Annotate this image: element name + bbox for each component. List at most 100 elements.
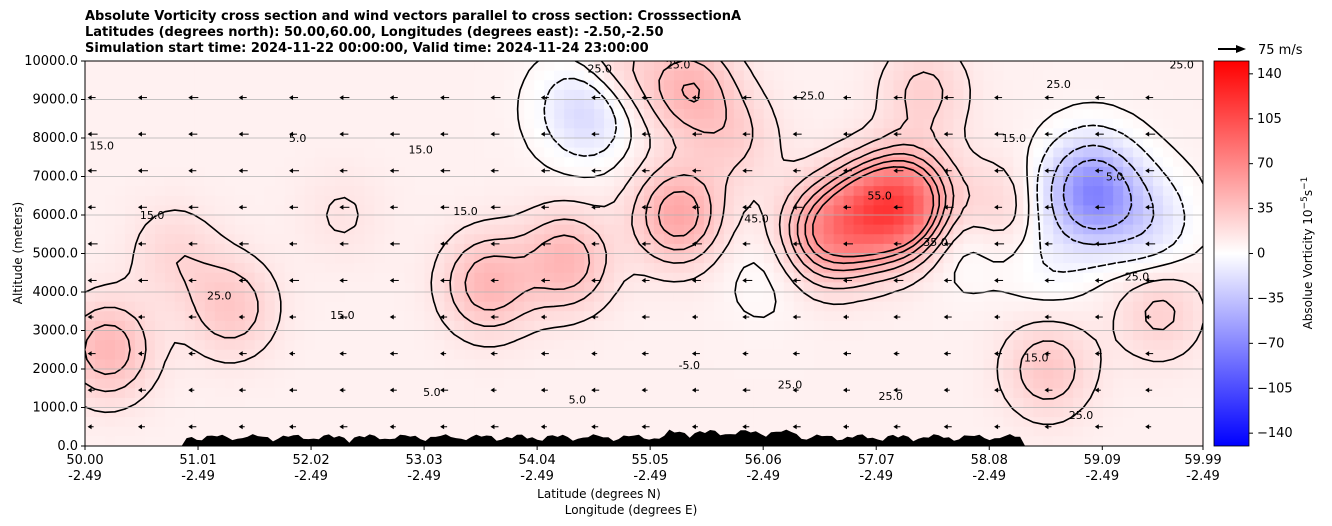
wind-vector-head — [440, 351, 445, 357]
vorticity-cell — [274, 253, 286, 264]
vorticity-cell — [214, 340, 226, 351]
vorticity-cell — [793, 359, 805, 370]
vorticity-cell — [803, 128, 815, 139]
vorticity-cell — [1103, 186, 1114, 197]
vorticity-cell — [214, 128, 226, 139]
vorticity-cell — [434, 128, 445, 139]
vorticity-cell — [554, 388, 565, 399]
vorticity-cell — [334, 157, 346, 168]
vorticity-cell — [1003, 388, 1014, 399]
vorticity-cell — [584, 426, 595, 437]
vorticity-cell — [464, 243, 475, 255]
vorticity-cell — [1083, 301, 1094, 312]
vorticity-cell — [564, 186, 575, 197]
vorticity-cell — [653, 340, 665, 351]
vorticity-cell — [763, 388, 775, 399]
vorticity-cell — [224, 109, 236, 120]
vorticity-cell — [464, 215, 475, 226]
vorticity-cell — [514, 157, 525, 168]
vorticity-cell — [274, 417, 286, 428]
vorticity-cell — [1053, 109, 1064, 120]
vorticity-cell — [314, 407, 326, 418]
vorticity-cell — [94, 272, 106, 283]
vorticity-cell — [1053, 138, 1064, 149]
vorticity-cell — [474, 369, 485, 380]
vorticity-cell — [144, 272, 156, 283]
vorticity-cell — [424, 407, 435, 418]
vorticity-cell — [414, 147, 425, 158]
vorticity-cell — [1193, 301, 1203, 312]
vorticity-cell — [584, 388, 595, 399]
vorticity-cell — [1163, 426, 1174, 437]
vorticity-cell — [114, 311, 126, 322]
vorticity-cell — [254, 378, 266, 389]
vorticity-cell — [224, 349, 236, 360]
vorticity-cell — [1083, 340, 1094, 351]
vorticity-cell — [85, 186, 96, 197]
vorticity-cell — [474, 320, 485, 332]
vorticity-cell — [484, 340, 495, 351]
vorticity-cell — [634, 253, 645, 264]
vorticity-cell — [604, 330, 615, 341]
vorticity-cell — [534, 388, 545, 399]
vorticity-cell — [454, 99, 465, 110]
vorticity-cell — [1003, 99, 1014, 110]
vorticity-cell — [1163, 99, 1174, 110]
vorticity-cell — [693, 407, 705, 418]
vorticity-cell — [793, 70, 805, 81]
vorticity-cell — [863, 186, 875, 197]
vorticity-cell — [733, 109, 745, 120]
vorticity-cell — [843, 70, 855, 81]
vorticity-cell — [124, 80, 136, 91]
vorticity-cell — [224, 215, 236, 226]
vorticity-cell — [334, 89, 346, 101]
vorticity-cell — [1063, 330, 1074, 341]
vorticity-cell — [604, 426, 615, 437]
vorticity-cell — [903, 61, 915, 72]
vorticity-cell — [584, 205, 595, 216]
vorticity-cell — [94, 417, 106, 428]
vorticity-cell — [1063, 99, 1074, 110]
vorticity-cell — [983, 320, 994, 332]
vorticity-cell — [434, 359, 445, 370]
y-tick-label: 3000.0 — [33, 324, 79, 339]
vorticity-cell — [364, 234, 376, 245]
vorticity-cell — [693, 311, 705, 322]
vorticity-cell — [434, 224, 445, 235]
vorticity-cell — [224, 166, 236, 178]
vorticity-cell — [1133, 99, 1144, 110]
vorticity-cell — [394, 186, 406, 197]
vorticity-cell — [733, 340, 745, 351]
vorticity-cell — [653, 224, 665, 235]
vorticity-cell — [214, 166, 226, 178]
vorticity-cell — [234, 186, 246, 197]
vorticity-cell — [923, 118, 935, 129]
vorticity-cell — [184, 417, 196, 428]
vorticity-cell — [693, 388, 705, 399]
vorticity-cell — [104, 157, 116, 168]
vorticity-cell — [584, 224, 595, 235]
vorticity-cell — [394, 417, 406, 428]
vorticity-cell — [634, 118, 645, 129]
vorticity-cell — [614, 205, 625, 216]
vorticity-cell — [534, 186, 545, 197]
vorticity-cell — [584, 407, 595, 418]
vorticity-cell — [843, 166, 855, 178]
vorticity-cell — [1183, 436, 1194, 446]
wind-vector-head — [238, 131, 243, 137]
vorticity-cell — [1183, 61, 1194, 72]
vorticity-cell — [264, 417, 276, 428]
vorticity-cell — [1003, 263, 1014, 274]
vorticity-cell — [743, 166, 755, 178]
vorticity-cell — [853, 397, 865, 409]
vorticity-cell — [833, 397, 845, 409]
vorticity-cell — [394, 397, 406, 409]
vorticity-cell — [1153, 234, 1164, 245]
vorticity-cell — [354, 417, 366, 428]
vorticity-cell — [1063, 166, 1074, 178]
vorticity-cell — [853, 99, 865, 110]
vorticity-cell — [673, 311, 685, 322]
vorticity-cell — [354, 224, 366, 235]
vorticity-cell — [663, 195, 675, 206]
vorticity-cell — [184, 407, 196, 418]
